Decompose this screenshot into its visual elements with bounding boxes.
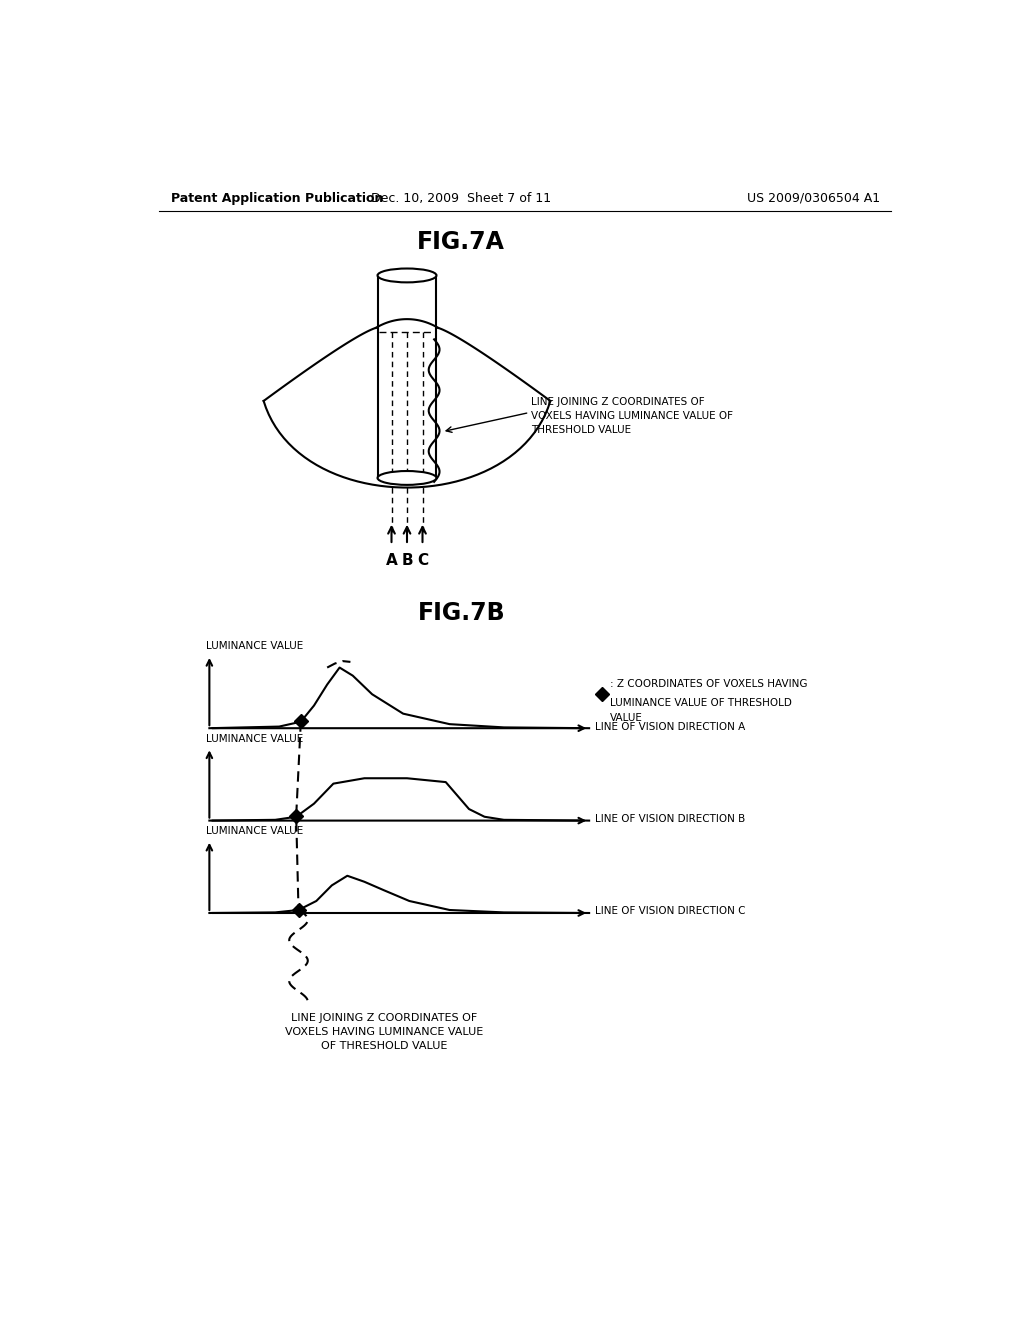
Text: LUMINANCE VALUE: LUMINANCE VALUE <box>206 642 303 651</box>
Text: VALUE: VALUE <box>610 713 643 723</box>
Text: LINE OF VISION DIRECTION C: LINE OF VISION DIRECTION C <box>595 907 745 916</box>
Text: LUMINANCE VALUE OF THRESHOLD: LUMINANCE VALUE OF THRESHOLD <box>610 698 792 708</box>
Text: LUMINANCE VALUE: LUMINANCE VALUE <box>206 826 303 836</box>
Text: LUMINANCE VALUE: LUMINANCE VALUE <box>206 734 303 743</box>
Ellipse shape <box>378 471 436 484</box>
Text: Patent Application Publication: Patent Application Publication <box>171 191 383 205</box>
Text: LINE JOINING Z COORDINATES OF: LINE JOINING Z COORDINATES OF <box>291 1014 477 1023</box>
Text: VOXELS HAVING LUMINANCE VALUE: VOXELS HAVING LUMINANCE VALUE <box>285 1027 483 1038</box>
Text: C: C <box>417 553 428 568</box>
Ellipse shape <box>378 268 436 282</box>
Text: FIG.7B: FIG.7B <box>418 601 505 624</box>
Text: B: B <box>401 553 413 568</box>
Text: FIG.7A: FIG.7A <box>418 230 505 253</box>
Text: LINE OF VISION DIRECTION B: LINE OF VISION DIRECTION B <box>595 814 745 824</box>
Text: US 2009/0306504 A1: US 2009/0306504 A1 <box>746 191 880 205</box>
Text: Dec. 10, 2009  Sheet 7 of 11: Dec. 10, 2009 Sheet 7 of 11 <box>371 191 551 205</box>
Text: LINE OF VISION DIRECTION A: LINE OF VISION DIRECTION A <box>595 722 745 731</box>
Text: THRESHOLD VALUE: THRESHOLD VALUE <box>531 425 631 434</box>
Text: OF THRESHOLD VALUE: OF THRESHOLD VALUE <box>321 1040 446 1051</box>
Text: VOXELS HAVING LUMINANCE VALUE OF: VOXELS HAVING LUMINANCE VALUE OF <box>531 411 733 421</box>
Text: A: A <box>386 553 397 568</box>
Text: : Z COORDINATES OF VOXELS HAVING: : Z COORDINATES OF VOXELS HAVING <box>610 678 808 689</box>
Text: LINE JOINING Z COORDINATES OF: LINE JOINING Z COORDINATES OF <box>531 397 705 407</box>
